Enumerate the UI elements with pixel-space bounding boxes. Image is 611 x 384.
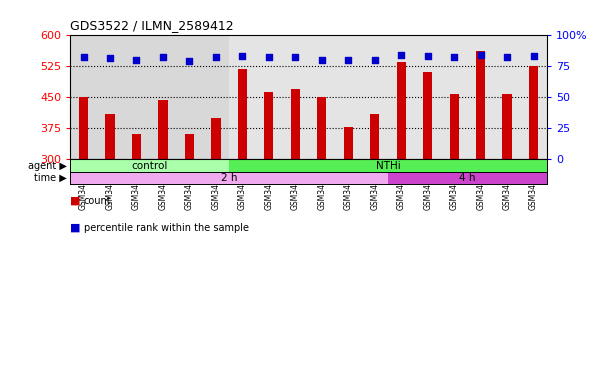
Bar [229,35,255,159]
Text: GDS3522 / ILMN_2589412: GDS3522 / ILMN_2589412 [70,19,234,32]
Bar [450,94,459,159]
Bar [335,35,362,159]
Bar [150,35,176,159]
Bar [309,35,335,159]
Point [529,53,538,59]
Text: ■: ■ [70,223,81,233]
Bar [282,35,309,159]
Bar [388,35,414,159]
Point [131,56,141,63]
Bar [97,35,123,159]
Point [397,51,406,58]
Text: agent ▶: agent ▶ [28,161,67,170]
Bar [255,35,282,159]
Point [317,56,327,63]
Text: 4 h: 4 h [459,173,476,183]
Bar [397,61,406,159]
Point [185,58,194,64]
Text: percentile rank within the sample: percentile rank within the sample [84,223,249,233]
Point [211,54,221,60]
Bar [370,114,379,159]
Point [449,54,459,60]
Point [502,54,512,60]
Point [264,54,274,60]
Bar [467,35,494,159]
Point [343,56,353,63]
Bar [476,51,485,159]
Bar [158,100,167,159]
Bar [502,94,512,159]
Bar [291,89,300,159]
Bar [176,35,203,159]
Bar [441,35,467,159]
Text: count: count [84,196,111,206]
Text: NTHi: NTHi [376,161,400,170]
Bar [79,97,88,159]
Bar [423,72,433,159]
Bar [414,35,441,159]
Point [158,54,168,60]
Point [105,55,115,61]
Text: time ▶: time ▶ [34,173,67,183]
Bar [185,134,194,159]
Bar [317,97,326,159]
Bar [203,35,229,159]
Point [423,53,433,59]
Bar [529,66,538,159]
Bar [105,114,115,159]
Point [79,54,89,60]
Text: 2 h: 2 h [221,173,238,183]
Bar [343,127,353,159]
Bar [264,92,274,159]
Bar [132,134,141,159]
Text: control: control [131,161,168,170]
Bar [123,35,150,159]
Point [238,53,247,59]
Bar [70,35,97,159]
Point [290,54,300,60]
Point [476,51,486,58]
Bar [362,35,388,159]
Text: ■: ■ [70,196,81,206]
Bar [211,118,221,159]
Bar [494,35,521,159]
Bar [238,69,247,159]
Bar [521,35,547,159]
Point [370,56,379,63]
